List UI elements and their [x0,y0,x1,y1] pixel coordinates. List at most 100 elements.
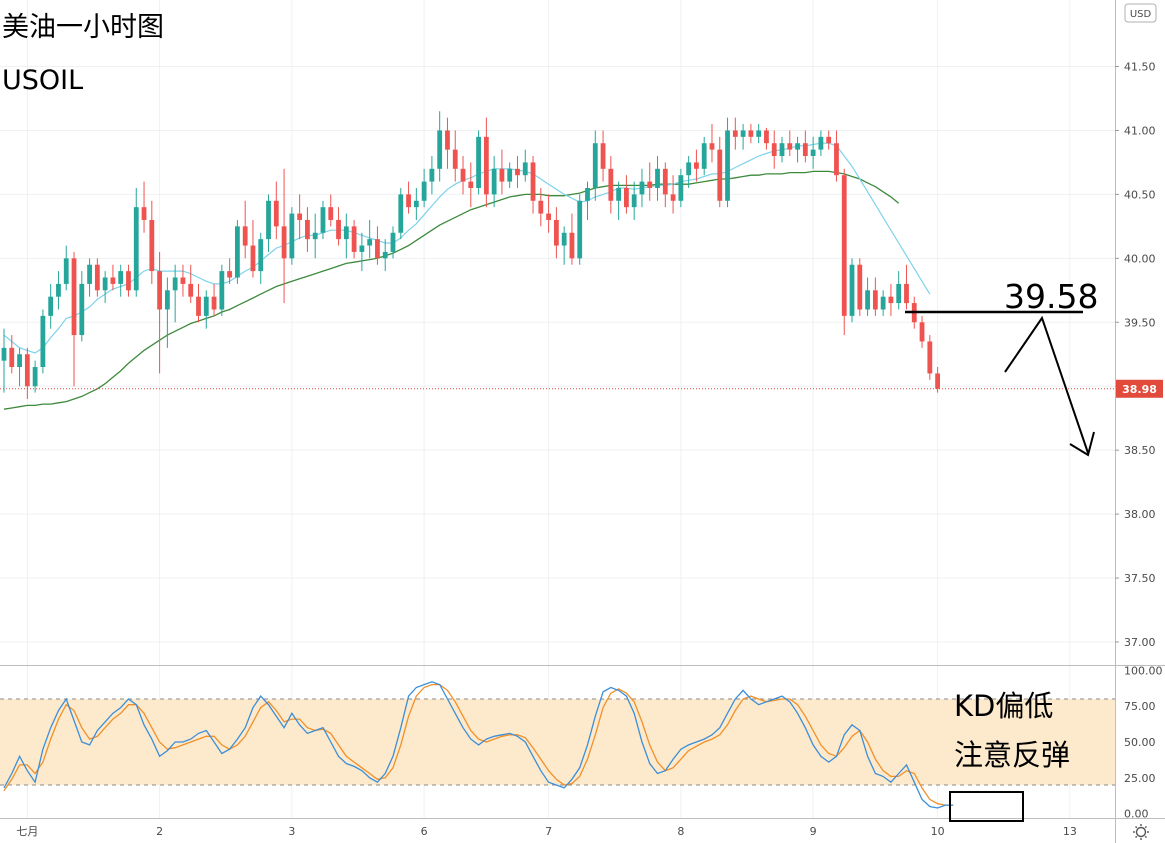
settings-gear-icon[interactable] [1133,824,1149,840]
chart-symbol: USOIL [2,65,83,96]
candle-body [515,168,520,176]
candle-body [110,277,116,284]
candle-body [421,181,427,201]
candle-body [24,354,30,387]
candle-body [351,226,357,252]
price-tick-label: 41.00 [1124,124,1156,137]
candle-body [219,271,225,310]
candle-body [63,258,69,284]
time-axis[interactable]: 七月 2 3 6 7 8 9 10 13 [16,825,1077,838]
grid [0,0,1115,818]
candle-body [40,315,46,368]
candle-body [935,373,940,389]
candle-body [577,200,583,259]
candle-body [429,168,435,182]
kd-k-line [3,681,954,809]
candle-body [328,207,334,220]
candle-body [616,187,622,201]
candle-body [71,258,77,336]
kd-d-line [3,683,954,806]
price-tick-label: 37.00 [1124,636,1156,649]
time-tick-label: 9 [810,825,817,838]
last-price-value: 38.98 [1122,383,1157,396]
candle-body [624,187,629,208]
candle-body [203,296,209,316]
price-tick-label: 41.50 [1124,61,1156,74]
candle-body [56,283,61,297]
kd-axis[interactable]: 100.00 75.00 50.00 25.00 0.00 [1124,664,1163,820]
candle-body [748,130,754,137]
candle-body [701,143,707,169]
projection-arrow [1004,315,1089,454]
candle-body [795,143,800,150]
time-tick-label: 10 [931,825,945,838]
candle-body [919,322,925,342]
candle-body [476,136,481,188]
candle-body [826,136,832,144]
candle-body [180,277,186,284]
price-tick-label: 37.50 [1124,572,1156,585]
candle-body [258,239,264,272]
candle-body [499,168,505,182]
candle-body [756,130,762,137]
candle-body [382,251,388,259]
price-tick-label: 38.00 [1124,508,1156,521]
price-axis[interactable]: 41.5041.0040.5040.0039.5039.0038.5038.00… [1115,61,1156,649]
chart-title: 美油一小时图 [2,12,164,43]
candle-body [810,149,816,157]
time-tick-label: 3 [288,825,295,838]
candle-body [841,175,847,316]
candle-body [79,283,85,336]
price-tick-label: 39.50 [1124,316,1156,329]
candle-body [592,143,598,188]
candle-body [732,130,738,137]
candle-body [320,207,326,233]
candle-body [437,130,443,169]
kd-tick-label: 50.00 [1124,736,1156,749]
candle-body [717,149,723,201]
price-tick-label: 40.50 [1124,188,1156,201]
candle-body [406,194,411,208]
time-tick-label: 2 [156,825,163,838]
candle-body [273,200,279,227]
time-tick-label: 七月 [16,825,38,838]
candle-body [631,194,637,208]
candle-body [639,181,645,195]
candle-body [172,277,178,291]
candle-body [779,143,785,157]
candle-body [561,232,567,246]
candle-body [818,136,824,150]
kd-note-line1: KD偏低 [954,689,1053,723]
candle-body [149,219,155,272]
candle-body [118,271,124,284]
candle-body [32,367,38,387]
candle-body [694,162,699,169]
candle-body [9,347,15,368]
main-pane[interactable] [0,0,1115,665]
candle-body [888,296,894,304]
candle-body [849,264,855,316]
candle-body [289,213,295,259]
candle-body [662,168,668,195]
candle-body [126,271,131,291]
currency-badge[interactable]: USD [1124,3,1157,23]
time-tick-label: 6 [421,825,428,838]
candle-body [157,271,162,310]
candle-body [87,264,92,284]
candle-body [608,168,614,201]
candle-body [927,341,933,374]
kd-band [0,698,1115,786]
candle-body [865,290,870,310]
price-tick-label: 40.00 [1124,252,1156,265]
title-annotations: 美油一小时图 USOIL [2,12,164,96]
time-tick-label: 13 [1063,825,1077,838]
candle-body [460,168,466,182]
candle-body [336,219,341,240]
candle-body [538,200,544,214]
kd-highlight-box [949,791,1024,822]
candle-body [196,296,201,316]
candle-body [600,143,606,169]
candle-body [398,194,404,233]
price-annotations: 39.58 [905,277,1098,457]
